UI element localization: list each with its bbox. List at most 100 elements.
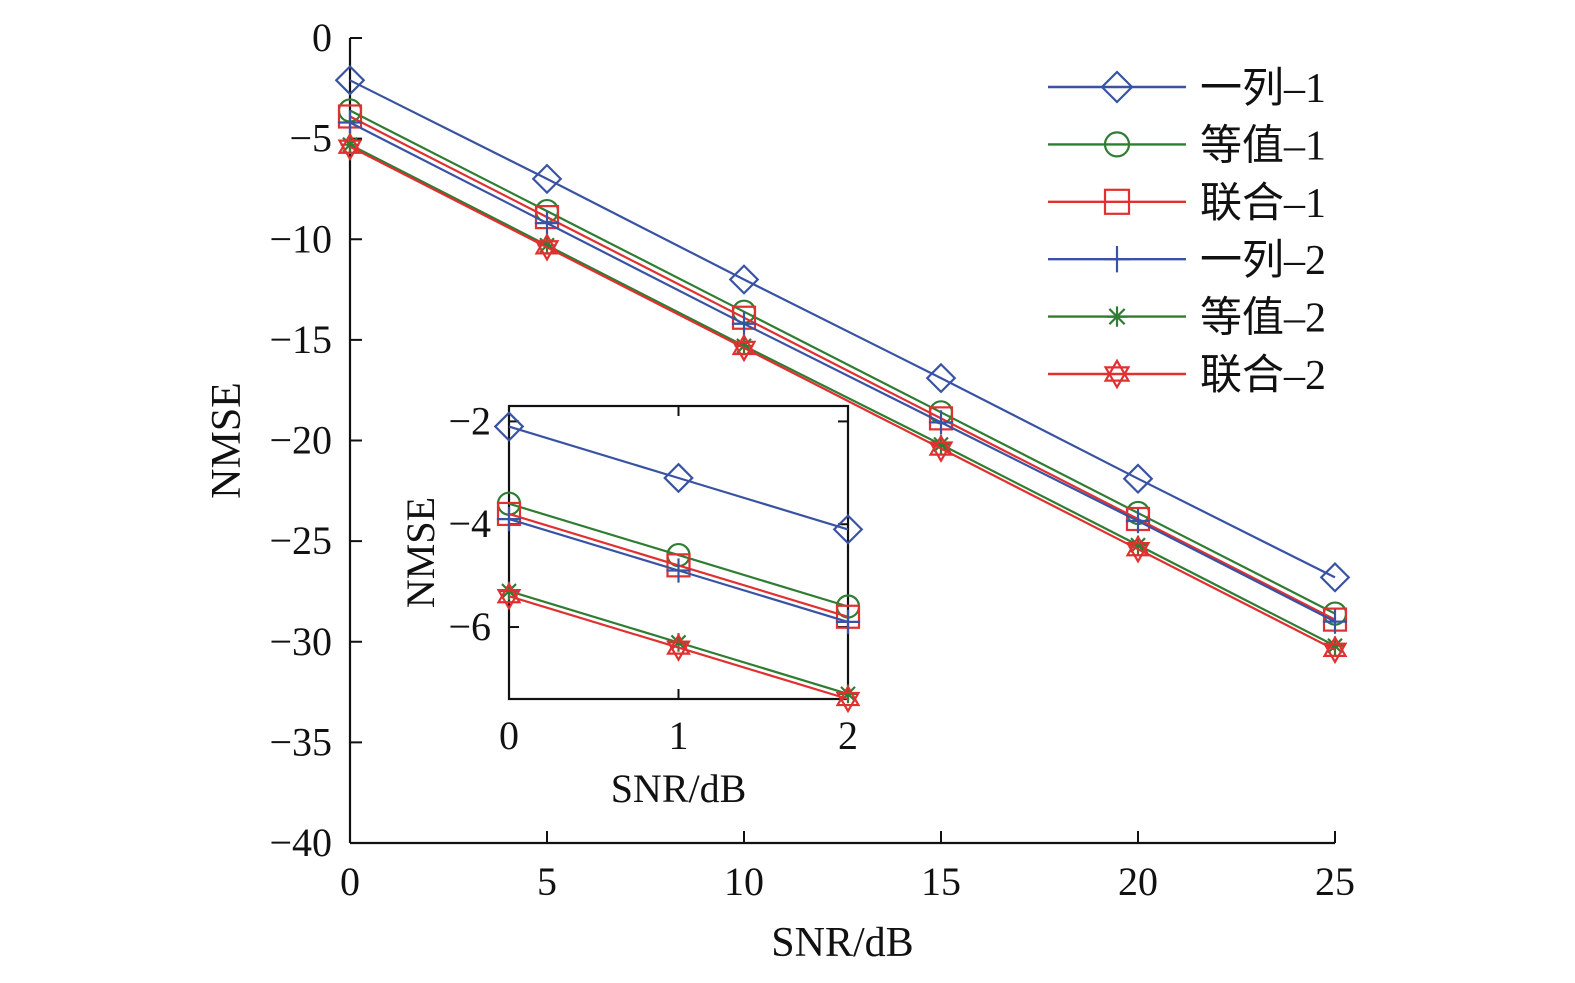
main-data-point — [728, 264, 760, 295]
legend-marker — [1103, 131, 1131, 158]
legend-label: 等值–2 — [1200, 296, 1326, 342]
inset-data-point — [832, 514, 864, 545]
inset-y-axis-title: NMSE — [398, 497, 443, 608]
legend-marker — [1103, 358, 1131, 382]
inset-series-3 — [496, 506, 861, 634]
inset-x-tick-label: 1 — [669, 713, 689, 758]
main-y-tick-label: −5 — [289, 116, 332, 161]
inset-data-point — [666, 558, 691, 583]
main-series-line — [349, 145, 1336, 651]
legend-marker-inv — [1103, 366, 1131, 390]
legend-entry: 联合–1 — [1048, 181, 1326, 227]
main-x-tick-label: 20 — [1118, 859, 1158, 904]
inset-data-point-inv — [496, 589, 522, 611]
inset-data-point — [666, 633, 691, 655]
inset-x-tick-label: 2 — [838, 713, 858, 758]
inset-data-point — [496, 506, 522, 532]
inset-series-5 — [496, 581, 861, 714]
legend-marker — [1106, 306, 1128, 327]
main-y-tick-label: −10 — [269, 216, 332, 261]
main-data-point — [925, 362, 957, 394]
main-data-point-inv — [928, 441, 954, 463]
inset-y-tick-label: −4 — [448, 501, 491, 546]
legend-label: 一列–2 — [1200, 238, 1326, 284]
main-data-point — [931, 435, 951, 454]
main-y-tick-label: −25 — [269, 518, 332, 563]
main-data-point-inv — [337, 139, 363, 161]
main-data-point — [337, 132, 363, 154]
inset-x-axis-title: SNR/dB — [611, 766, 747, 811]
legend-label: 联合–1 — [1200, 181, 1326, 227]
main-data-point — [1122, 463, 1154, 495]
inset-background — [509, 406, 848, 699]
legend-label: 联合–2 — [1200, 353, 1326, 399]
main-series-line — [349, 79, 1336, 579]
legend-label: 等值–1 — [1200, 123, 1326, 169]
main-data-point — [534, 233, 560, 255]
main-y-tick-label: −30 — [269, 619, 332, 664]
main-data-point — [534, 211, 560, 236]
inset-data-point-inv — [835, 691, 861, 714]
main-data-point — [734, 336, 754, 356]
main-data-point-inv — [1322, 642, 1348, 665]
main-data-point — [337, 110, 363, 135]
main-y-tick-label: −15 — [269, 317, 332, 362]
main-data-point — [928, 410, 954, 435]
main-y-tick-label: 0 — [312, 15, 332, 60]
main-data-point — [928, 434, 954, 456]
inset-data-point-inv — [666, 640, 691, 662]
legend: 一列–1 等值–1 联合–1 一列–2 等值–2 联合–2 — [1048, 66, 1326, 399]
main-data-point — [1125, 508, 1151, 534]
inset-series-line — [508, 425, 849, 531]
main-data-point — [1125, 534, 1151, 557]
main-series-line — [349, 143, 1336, 647]
legend-entry: 一列–2 — [1048, 238, 1326, 284]
main-series-line — [349, 121, 1336, 623]
main-y-tick-label: −35 — [269, 719, 332, 764]
main-data-point — [340, 135, 360, 155]
main-data-point — [537, 235, 557, 255]
main-data-point — [1325, 636, 1345, 656]
main-x-tick-label: 5 — [537, 859, 557, 904]
main-data-point — [1128, 535, 1148, 555]
legend-marker — [1103, 246, 1131, 273]
inset-plot: 0 1 2 −2 −4 −6 SNR/dB NMSE — [398, 398, 864, 811]
legend-label: 一列–1 — [1200, 66, 1326, 112]
main-data-point — [1322, 635, 1348, 657]
legend-entry: 等值–1 — [1048, 123, 1326, 169]
main-y-tick-label: −20 — [269, 418, 332, 463]
main-series-5 — [337, 132, 1348, 665]
main-data-point — [731, 333, 757, 356]
inset-y-tick-label: −6 — [448, 604, 491, 649]
main-data-point — [731, 311, 757, 336]
main-data-point-inv — [1125, 542, 1151, 564]
main-series-line — [349, 115, 1336, 621]
main-y-axis-title: NMSE — [204, 382, 250, 499]
main-x-tick-label: 15 — [921, 859, 961, 904]
inset-data-point — [496, 581, 522, 604]
main-series-0 — [334, 64, 1351, 593]
main-x-tick-label: 10 — [724, 859, 764, 904]
legend-entry: 等值–2 — [1048, 296, 1326, 342]
inset-x-tick-label: 0 — [499, 713, 519, 758]
main-series-3 — [337, 110, 1348, 634]
inset-data-point — [835, 609, 861, 634]
main-data-point — [334, 64, 366, 96]
main-y-tick-label: −40 — [269, 820, 332, 865]
inset-series-line — [508, 595, 849, 701]
main-data-point-inv — [534, 240, 560, 262]
inset-data-point — [835, 684, 861, 707]
main-data-point — [1322, 609, 1348, 634]
main-data-point — [531, 163, 563, 195]
main-series-line — [349, 109, 1336, 615]
inset-series-0 — [493, 411, 864, 545]
inset-y-tick-label: −2 — [448, 398, 491, 443]
main-series-4 — [340, 135, 1345, 656]
main-x-axis-title: SNR/dB — [771, 920, 913, 966]
main-x-tick-label: 0 — [340, 859, 360, 904]
legend-entry: 联合–2 — [1048, 353, 1326, 399]
inset-data-point — [493, 411, 525, 442]
legend-marker — [1103, 188, 1131, 215]
legend-entry: 一列–1 — [1048, 66, 1326, 112]
